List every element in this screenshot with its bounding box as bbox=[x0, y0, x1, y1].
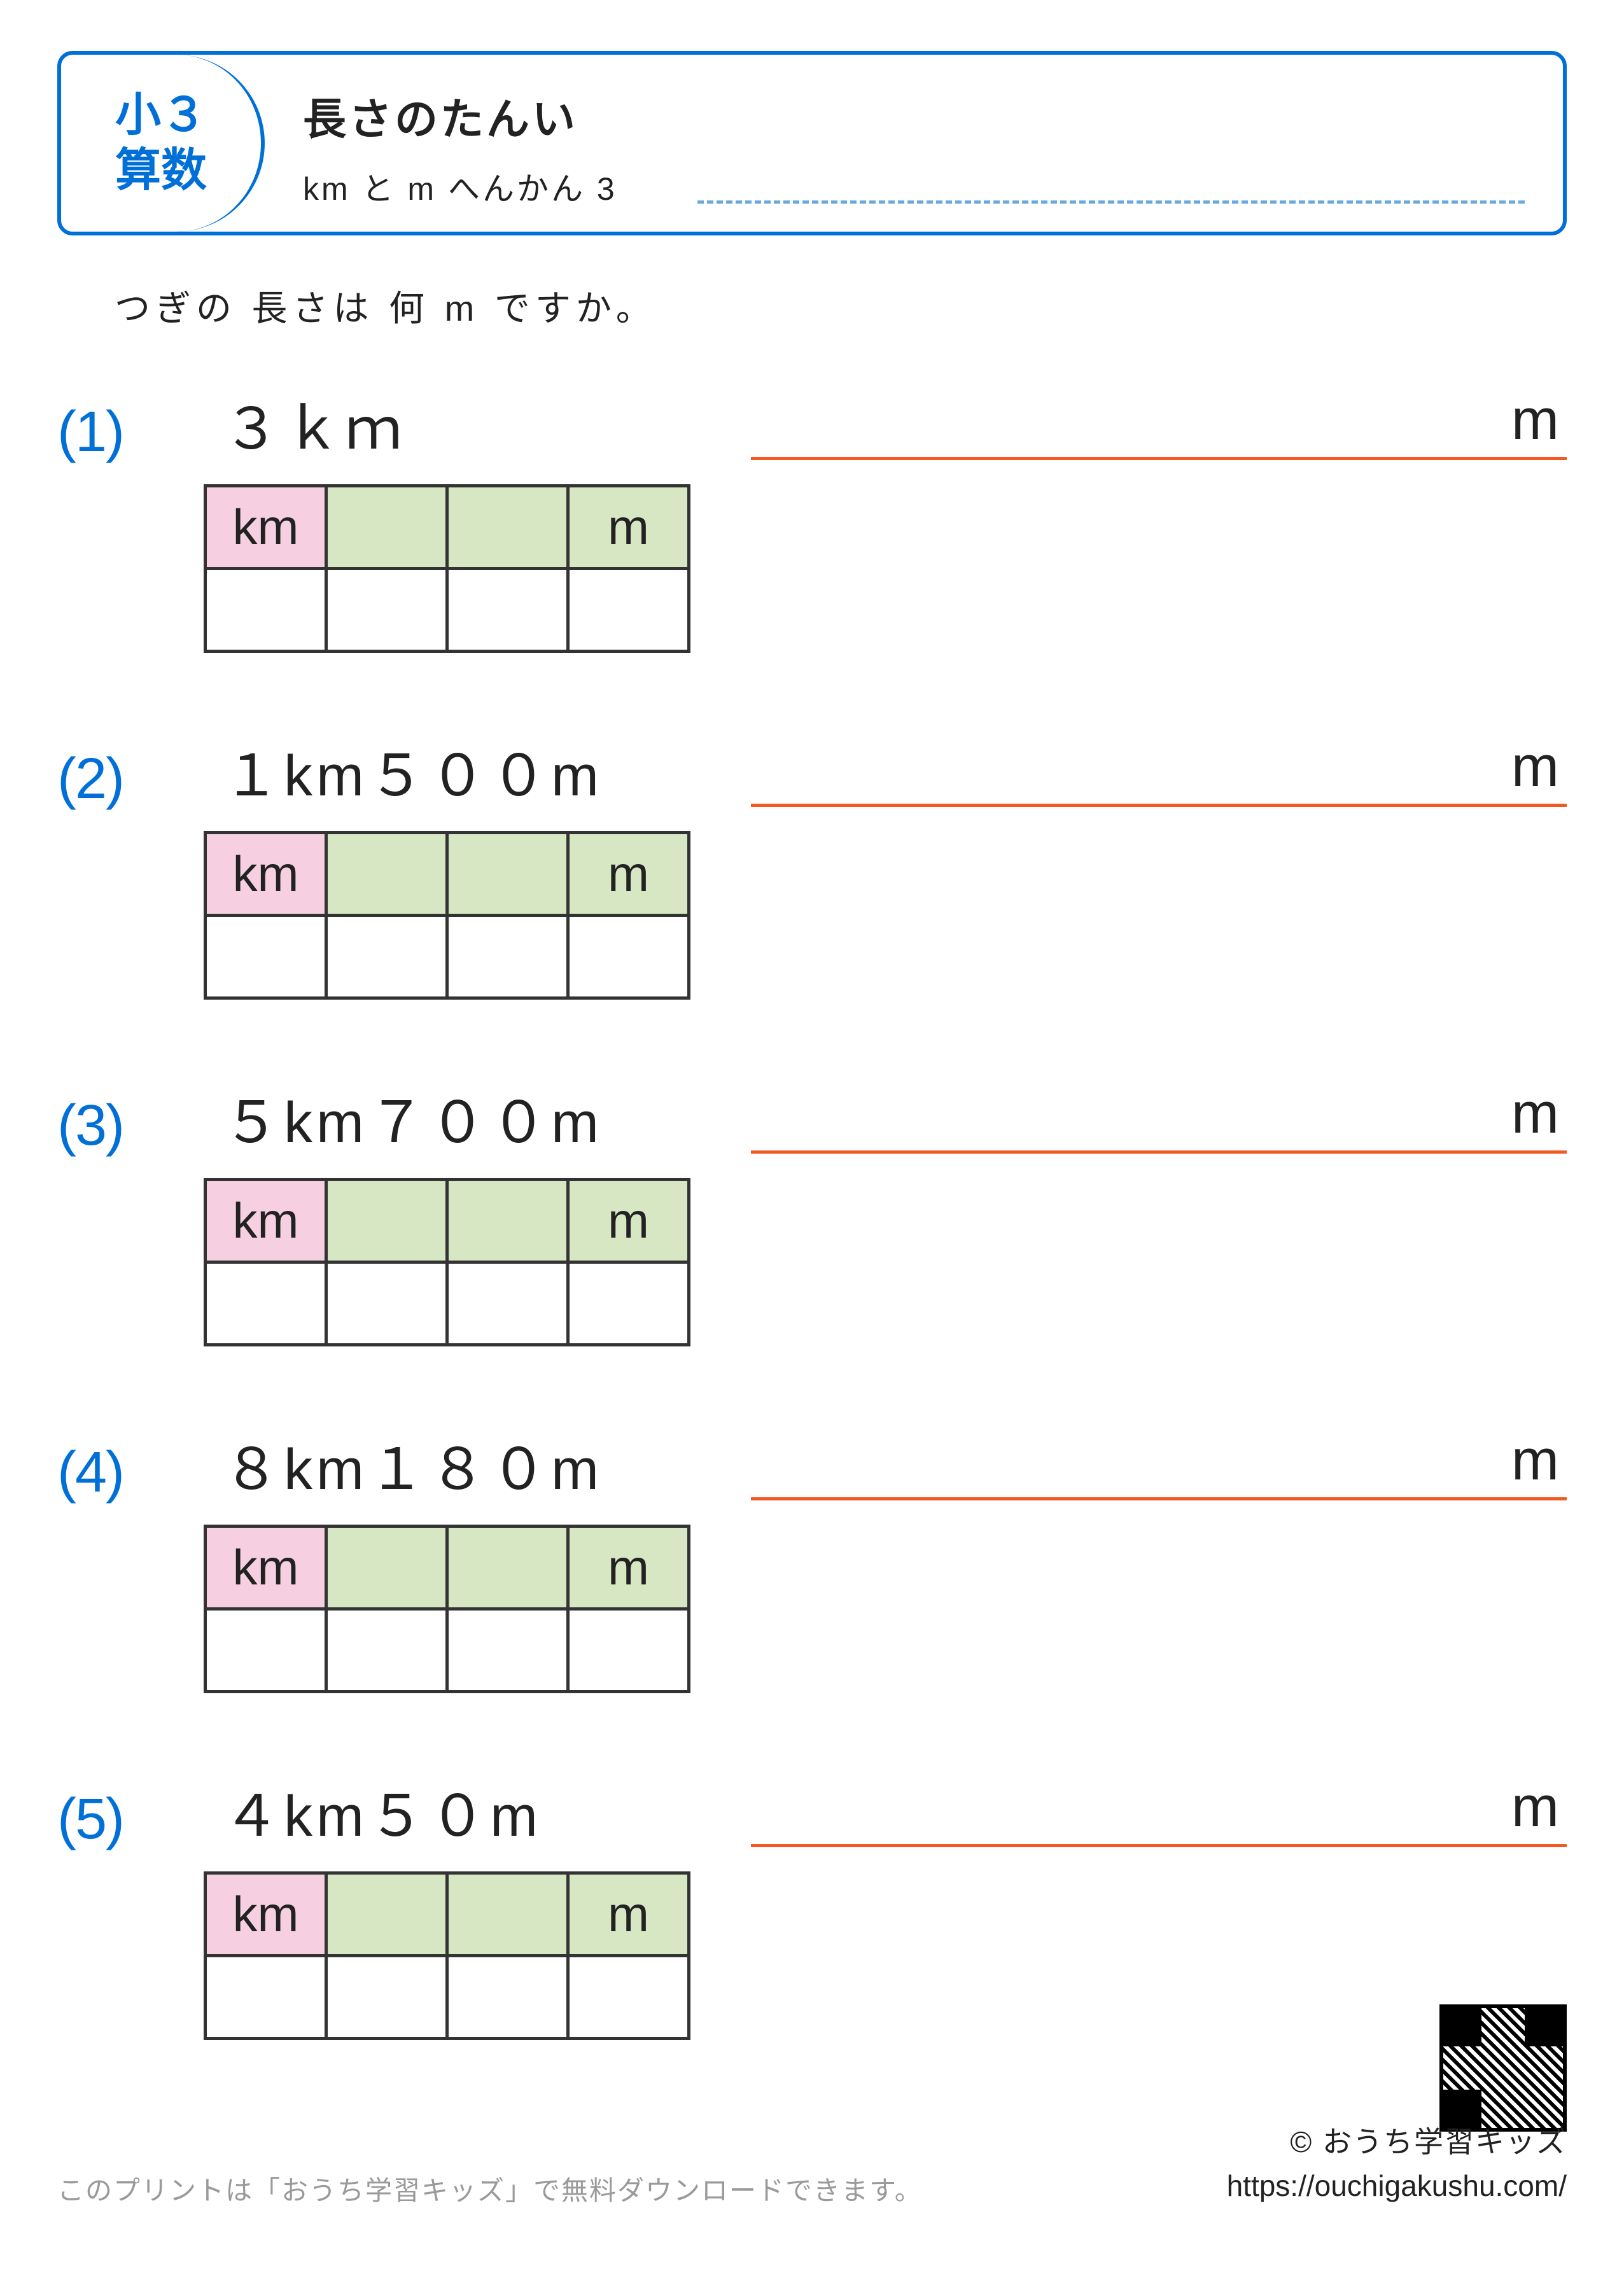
grid-cell bbox=[447, 916, 568, 998]
grid-header-km: km bbox=[206, 1873, 326, 1956]
place-value-grid: km m bbox=[204, 484, 690, 653]
grid-cell bbox=[326, 1262, 447, 1345]
grid-header-blank bbox=[447, 1873, 568, 1956]
answer-line: m bbox=[751, 734, 1567, 807]
grid-header-blank bbox=[447, 486, 568, 569]
question-text: ８km１８０m bbox=[223, 1423, 681, 1506]
grid-cell bbox=[568, 916, 689, 998]
name-field-line bbox=[697, 200, 1525, 204]
grid-header-blank bbox=[326, 833, 447, 916]
grid-cell bbox=[206, 916, 326, 998]
answer-line: m bbox=[751, 1081, 1567, 1154]
footer-note: このプリントは「おうち学習キッズ」で無料ダウンロードできます。 bbox=[57, 2169, 923, 2208]
answer-line: m bbox=[751, 1775, 1567, 1847]
question-number: (5) bbox=[57, 1787, 204, 1852]
question-block: (5) ４km５０m m km m bbox=[57, 1770, 1567, 2040]
grid-header-blank bbox=[447, 833, 568, 916]
grid-header-km: km bbox=[206, 1527, 326, 1609]
worksheet-title: 長さのたんい bbox=[303, 84, 1525, 147]
grid-header-blank bbox=[326, 1180, 447, 1262]
answer-unit: m bbox=[1511, 1081, 1559, 1147]
grid-header-m: m bbox=[568, 1873, 689, 1956]
footer-copyright: © おうち学習キッズ bbox=[1227, 2120, 1567, 2164]
worksheet-header: 小３ 算数 長さのたんい km と m へんかん 3 bbox=[57, 51, 1567, 235]
question-text: ３ｋｍ bbox=[223, 382, 681, 465]
grid-header-km: km bbox=[206, 486, 326, 569]
grid-header-blank bbox=[447, 1527, 568, 1609]
grade-badge: 小３ 算数 bbox=[61, 55, 265, 232]
grid-cell bbox=[326, 1609, 447, 1692]
grid-header-m: m bbox=[568, 1180, 689, 1262]
answer-unit: m bbox=[1511, 388, 1559, 453]
grid-cell bbox=[206, 1609, 326, 1692]
grid-header-blank bbox=[326, 1527, 447, 1609]
grid-header-blank bbox=[326, 486, 447, 569]
grid-header-km: km bbox=[206, 833, 326, 916]
question-text: ４km５０m bbox=[223, 1770, 681, 1852]
grid-cell bbox=[326, 569, 447, 652]
grid-cell bbox=[447, 569, 568, 652]
question-number: (4) bbox=[57, 1440, 204, 1506]
grid-cell bbox=[206, 1956, 326, 2039]
question-block: (2) １km５００m m km m bbox=[57, 729, 1567, 1000]
place-value-grid: km m bbox=[204, 1871, 690, 2040]
grid-header-m: m bbox=[568, 1527, 689, 1609]
grid-header-blank bbox=[326, 1873, 447, 1956]
qr-code-icon bbox=[1439, 2004, 1567, 2132]
grid-cell bbox=[568, 1956, 689, 2039]
grade-line1: 小３ bbox=[115, 90, 207, 141]
question-number: (1) bbox=[57, 400, 204, 465]
question-text: １km５００m bbox=[223, 729, 681, 812]
place-value-grid: km m bbox=[204, 1178, 690, 1346]
question-block: (4) ８km１８０m m km m bbox=[57, 1423, 1567, 1693]
answer-line: m bbox=[751, 388, 1567, 460]
grid-header-km: km bbox=[206, 1180, 326, 1262]
grid-cell bbox=[206, 569, 326, 652]
answer-unit: m bbox=[1511, 1775, 1559, 1840]
grid-header-m: m bbox=[568, 486, 689, 569]
grade-line2: 算数 bbox=[115, 146, 207, 196]
answer-unit: m bbox=[1511, 1428, 1559, 1493]
grid-cell bbox=[447, 1262, 568, 1345]
page-footer: このプリントは「おうち学習キッズ」で無料ダウンロードできます。 © おうち学習キ… bbox=[0, 2120, 1624, 2208]
place-value-grid: km m bbox=[204, 1525, 690, 1693]
grid-cell bbox=[568, 1262, 689, 1345]
grid-cell bbox=[326, 1956, 447, 2039]
question-block: (3) ５km７００m m km m bbox=[57, 1076, 1567, 1346]
question-number: (3) bbox=[57, 1093, 204, 1159]
question-block: (1) ３ｋｍ m km m bbox=[57, 382, 1567, 653]
place-value-grid: km m bbox=[204, 831, 690, 1000]
footer-url: https://ouchigakushu.com/ bbox=[1227, 2164, 1567, 2208]
question-text: ５km７００m bbox=[223, 1076, 681, 1159]
grid-header-blank bbox=[447, 1180, 568, 1262]
question-number: (2) bbox=[57, 746, 204, 812]
answer-unit: m bbox=[1511, 734, 1559, 800]
grid-cell bbox=[206, 1262, 326, 1345]
grid-cell bbox=[568, 569, 689, 652]
grid-cell bbox=[447, 1956, 568, 2039]
grid-cell bbox=[447, 1609, 568, 1692]
grid-cell bbox=[326, 916, 447, 998]
grid-header-m: m bbox=[568, 833, 689, 916]
answer-line: m bbox=[751, 1428, 1567, 1500]
instruction-text: つぎの 長さは 何 m ですか。 bbox=[115, 280, 1567, 332]
grid-cell bbox=[568, 1609, 689, 1692]
